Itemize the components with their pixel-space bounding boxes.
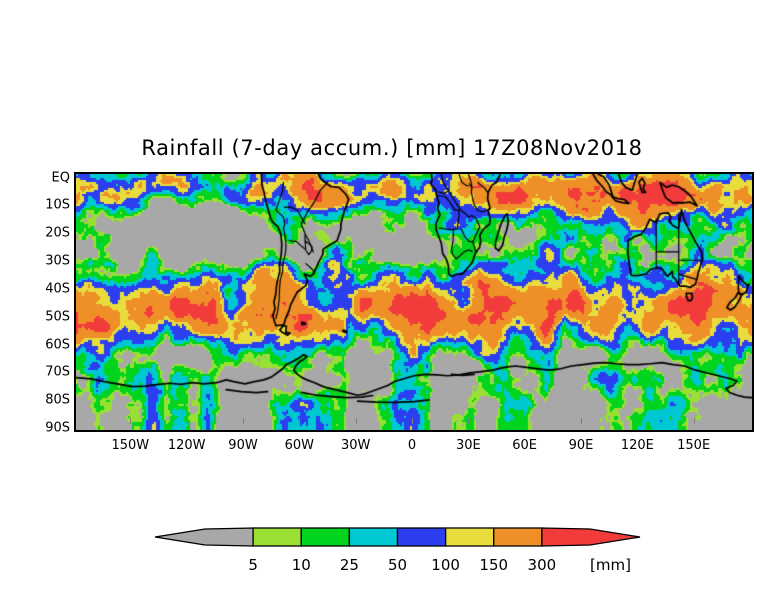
map-plot-area (74, 172, 754, 432)
y-axis-tick-label: 20S (45, 225, 70, 241)
x-axis-tick-mark (243, 418, 244, 424)
colorbar-tick-label: 150 (479, 556, 509, 574)
y-axis-tick-label: 60S (45, 337, 70, 353)
x-axis-tick-mark (693, 418, 695, 424)
colorbar-tick-label: 300 (527, 556, 557, 574)
x-axis-tick-mark (412, 418, 413, 424)
y-axis-tick-label: 90S (45, 420, 70, 436)
x-axis-tick-mark (130, 418, 132, 424)
colorbar-segment (348, 527, 399, 547)
colorbar-units-label: [mm] (590, 556, 631, 574)
colorbar-tick-label: 50 (387, 556, 408, 574)
x-axis-tick-mark (186, 418, 188, 424)
x-axis-tick-label: 60W (284, 438, 315, 453)
x-axis-tick-label: 120E (620, 438, 654, 453)
y-axis-tick-label: 70S (45, 364, 70, 380)
rainfall-heatmap-canvas (76, 174, 752, 430)
x-axis-labels: 150W 120W 90W 60W 30W 0 30E 60E 90E 120E 150E (74, 438, 750, 460)
x-axis-tick-mark (637, 418, 639, 424)
x-axis-tick-label: 30E (455, 438, 481, 453)
x-axis-tick-label: 150E (677, 438, 711, 453)
colorbar-tick-label: 10 (291, 556, 311, 574)
x-axis-ticks (74, 418, 750, 428)
colorbar-segment (444, 527, 495, 547)
x-axis-tick-label: 120W (167, 438, 206, 453)
y-axis-tick-label: 40S (45, 281, 70, 297)
x-axis-tick-label: 60E (512, 438, 538, 453)
x-axis-tick-label: 150W (111, 438, 150, 453)
x-axis-tick-mark (468, 418, 470, 424)
colorbar-segment (396, 527, 447, 547)
y-axis-tick-label: 80S (45, 392, 70, 408)
x-axis-tick-label: 90E (568, 438, 594, 453)
colorbar-segment (252, 527, 302, 547)
colorbar-segment (300, 527, 351, 547)
x-axis-tick-mark (524, 418, 526, 424)
page-title: Rainfall (7-day accum.) [mm] 17Z08Nov201… (141, 136, 643, 160)
y-axis-tick-label: 30S (45, 253, 70, 269)
y-axis-tick-label: EQ (51, 170, 70, 186)
colorbar-segment (493, 527, 543, 547)
y-axis-labels: EQ 10S 20S 30S 40S 50S 60S 70S 80S 90S (24, 170, 70, 435)
x-axis-tick-label: 90W (228, 438, 258, 453)
x-axis-tick-mark (355, 418, 357, 424)
x-axis-tick-label: 30W (340, 438, 371, 453)
x-axis-tick-mark (581, 418, 582, 424)
x-axis-tick-label: 0 (407, 438, 417, 453)
colorbar: [mm] 5 10 25 50 100 150 300 (150, 520, 660, 576)
y-axis-tick-label: 50S (45, 309, 70, 325)
colorbar-tick-label: 25 (339, 556, 359, 574)
colorbar-tick-label: 100 (431, 556, 460, 574)
colorbar-swatches (154, 527, 641, 547)
y-axis-tick-label: 10S (45, 197, 70, 213)
x-axis-tick-mark (299, 418, 301, 424)
colorbar-segment (154, 527, 254, 547)
colorbar-tick-label: 5 (248, 556, 258, 574)
colorbar-segment (541, 527, 641, 547)
